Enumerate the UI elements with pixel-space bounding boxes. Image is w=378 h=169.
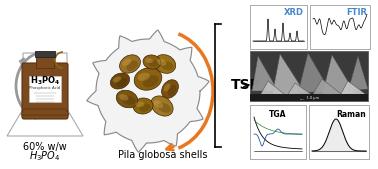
Ellipse shape [161, 61, 174, 70]
Ellipse shape [149, 60, 159, 67]
Polygon shape [272, 54, 305, 96]
Text: $H_3PO_4$: $H_3PO_4$ [29, 149, 61, 163]
Ellipse shape [153, 100, 163, 108]
Ellipse shape [162, 80, 178, 98]
Text: Pila globosa shells: Pila globosa shells [118, 150, 208, 160]
Ellipse shape [134, 68, 162, 90]
Polygon shape [322, 55, 355, 96]
Polygon shape [338, 81, 368, 99]
Ellipse shape [116, 90, 138, 108]
Polygon shape [252, 56, 278, 91]
Ellipse shape [143, 75, 159, 87]
Bar [250, 94, 368, 101]
Text: TSP: TSP [231, 78, 261, 92]
Ellipse shape [138, 73, 150, 81]
Ellipse shape [164, 83, 170, 91]
Ellipse shape [168, 85, 176, 96]
Ellipse shape [154, 55, 176, 73]
Ellipse shape [119, 94, 129, 101]
Text: XRD: XRD [284, 8, 304, 17]
Ellipse shape [145, 58, 153, 63]
Polygon shape [285, 83, 318, 99]
Ellipse shape [122, 96, 136, 105]
Ellipse shape [113, 76, 121, 82]
Bar [29, 76, 61, 102]
Ellipse shape [119, 55, 141, 73]
Bar [250, 51, 368, 101]
Text: $\mathbf{H_3PO_4}$: $\mathbf{H_3PO_4}$ [30, 75, 60, 87]
Text: ___  1.0 µm: ___ 1.0 µm [299, 95, 319, 100]
Polygon shape [298, 53, 330, 93]
Ellipse shape [139, 103, 151, 112]
Ellipse shape [143, 55, 161, 69]
Text: Raman: Raman [336, 110, 366, 119]
Polygon shape [310, 79, 345, 99]
Bar [309, 105, 369, 159]
Ellipse shape [127, 60, 138, 71]
FancyBboxPatch shape [22, 63, 68, 119]
Polygon shape [258, 81, 290, 99]
Bar [250, 5, 307, 49]
Ellipse shape [133, 98, 153, 114]
Bar [250, 51, 368, 101]
Text: 60% w/w: 60% w/w [23, 142, 67, 152]
Ellipse shape [158, 103, 171, 113]
Bar [35, 51, 55, 57]
Ellipse shape [110, 73, 130, 89]
Bar [310, 5, 370, 49]
Ellipse shape [135, 102, 144, 107]
Text: TGA: TGA [269, 110, 287, 119]
Ellipse shape [117, 78, 127, 87]
Ellipse shape [122, 59, 131, 66]
Bar [36, 56, 54, 68]
Text: FTIR: FTIR [346, 8, 367, 17]
Text: Phosphoric Acid: Phosphoric Acid [29, 86, 60, 90]
Polygon shape [348, 56, 368, 91]
Ellipse shape [157, 59, 166, 66]
Ellipse shape [151, 96, 173, 116]
Polygon shape [87, 30, 209, 152]
Polygon shape [21, 109, 69, 115]
Bar [250, 105, 306, 159]
